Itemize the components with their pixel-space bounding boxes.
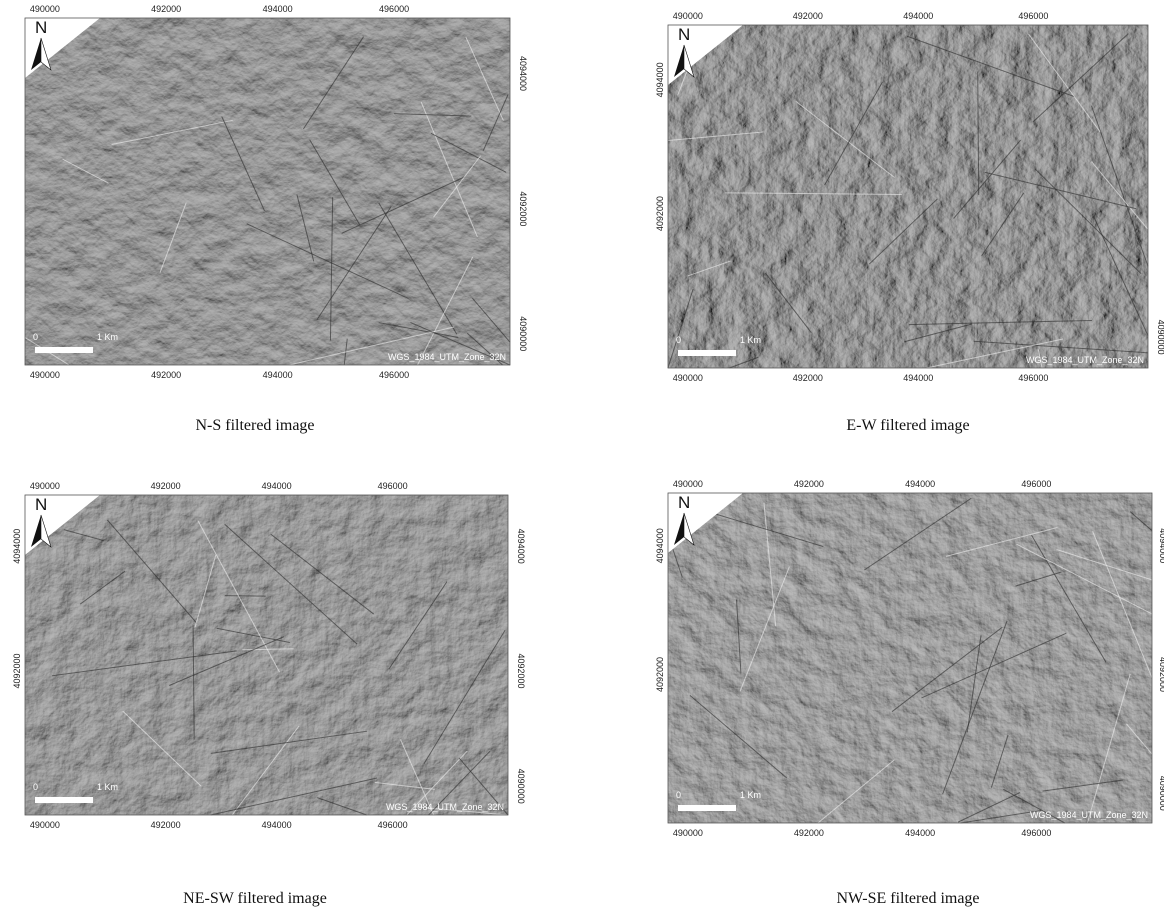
datum-label: WGS_1984_UTM_Zone_32N (388, 352, 506, 362)
lineament (225, 596, 266, 597)
x-tick-label: 494000 (903, 11, 933, 21)
north-label: N (678, 493, 690, 512)
x-tick-label: 490000 (30, 481, 60, 491)
x-tick-label: 494000 (262, 820, 292, 830)
y-tick-label: 4090000 (518, 316, 528, 351)
x-tick-label: 490000 (30, 4, 60, 14)
y-tick-label: 4092000 (1158, 657, 1164, 692)
map-panel: N 0 1 Km WGS_1984_UTM_Zone_32N 490000 492000 4… (655, 11, 1164, 434)
datum-label: WGS_1984_UTM_Zone_32N (1026, 355, 1144, 365)
x-tick-label: 494000 (263, 370, 293, 380)
x-tick-label: 496000 (1021, 828, 1051, 838)
scale-zero: 0 (33, 782, 38, 792)
y-tick-label: 4094000 (655, 528, 665, 563)
y-tick-label: 4092000 (516, 653, 526, 688)
x-tick-label: 492000 (151, 4, 181, 14)
x-tick-label: 496000 (1021, 479, 1051, 489)
y-tick-label: 4090000 (1158, 776, 1164, 811)
x-tick-label: 492000 (794, 479, 824, 489)
x-tick-label: 494000 (905, 828, 935, 838)
scale-bar (678, 805, 736, 811)
scale-unit: 1 Km (740, 790, 761, 800)
scale-zero: 0 (676, 335, 681, 345)
datum-label: WGS_1984_UTM_Zone_32N (1030, 810, 1148, 820)
scale-unit: 1 Km (97, 782, 118, 792)
y-tick-label: 4092000 (655, 657, 665, 692)
page: {"panels": [ {"caption": "N-S filtered i… (0, 0, 1164, 914)
scale-bar (678, 350, 736, 356)
map-panel: N 0 1 Km WGS_1984_UTM_Zone_32N 490000 492000 4… (25, 4, 528, 434)
y-tick-label: 4092000 (655, 196, 665, 231)
scale-zero: 0 (676, 790, 681, 800)
scale-bar (35, 797, 93, 803)
x-tick-label: 492000 (793, 11, 823, 21)
y-tick-label: 4092000 (12, 653, 22, 688)
x-tick-label: 496000 (378, 820, 408, 830)
x-tick-label: 494000 (263, 4, 293, 14)
panel-caption: E-W filtered image (846, 417, 969, 434)
relief-image (668, 493, 1152, 823)
y-tick-label: 4094000 (516, 529, 526, 564)
panel-caption: NW-SE filtered image (836, 890, 979, 907)
x-tick-label: 490000 (673, 373, 703, 383)
panel-caption: N-S filtered image (195, 417, 314, 434)
x-tick-label: 490000 (30, 820, 60, 830)
y-tick-label: 4094000 (1158, 528, 1164, 563)
x-tick-label: 490000 (30, 370, 60, 380)
datum-label: WGS_1984_UTM_Zone_32N (386, 802, 504, 812)
y-tick-label: 4094000 (12, 529, 22, 564)
north-label: N (35, 495, 47, 514)
y-tick-label: 4092000 (518, 191, 528, 226)
relief-image (668, 25, 1148, 368)
x-tick-label: 490000 (673, 11, 703, 21)
x-tick-label: 494000 (262, 481, 292, 491)
panel-caption: NE-SW filtered image (183, 890, 327, 907)
x-tick-label: 496000 (379, 4, 409, 14)
y-tick-label: 4090000 (516, 769, 526, 804)
scale-bar (35, 347, 93, 353)
x-tick-label: 492000 (151, 820, 181, 830)
x-tick-label: 494000 (903, 373, 933, 383)
scale-unit: 1 Km (740, 335, 761, 345)
x-tick-label: 492000 (793, 373, 823, 383)
north-label: N (35, 18, 47, 37)
x-tick-label: 492000 (794, 828, 824, 838)
relief-image (25, 495, 508, 815)
x-tick-label: 496000 (379, 370, 409, 380)
x-tick-label: 496000 (1018, 373, 1048, 383)
north-label: N (678, 25, 690, 44)
x-tick-label: 496000 (1018, 11, 1048, 21)
figure: N 0 1 Km WGS_1984_UTM_Zone_32N 490000 492000 4… (0, 0, 1164, 914)
x-tick-label: 492000 (151, 370, 181, 380)
x-tick-label: 490000 (673, 479, 703, 489)
x-tick-label: 492000 (151, 481, 181, 491)
scale-unit: 1 Km (97, 332, 118, 342)
scale-zero: 0 (33, 332, 38, 342)
y-tick-label: 4094000 (518, 56, 528, 91)
x-tick-label: 494000 (905, 479, 935, 489)
relief-image (25, 18, 510, 365)
map-panel: N 0 1 Km WGS_1984_UTM_Zone_32N 490000 492000 4… (12, 481, 526, 907)
y-tick-label: 4090000 (1156, 320, 1164, 355)
x-tick-label: 490000 (673, 828, 703, 838)
map-panel: N 0 1 Km WGS_1984_UTM_Zone_32N 490000 492000 4… (655, 479, 1164, 907)
x-tick-label: 496000 (378, 481, 408, 491)
y-tick-label: 4094000 (655, 62, 665, 97)
